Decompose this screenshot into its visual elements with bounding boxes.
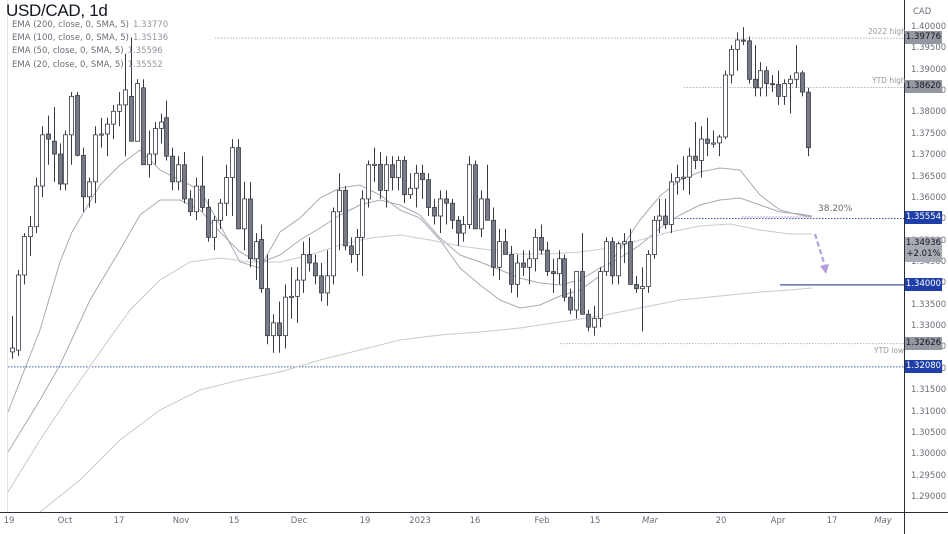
price-tick: 1.33500 — [911, 299, 947, 310]
time-tick: 17 — [113, 516, 125, 526]
legend-ema-200[interactable]: EMA (200, close, 0, SMA, 5) 1.33770 — [12, 20, 169, 30]
price-tick: 1.37000 — [911, 150, 947, 161]
ema-lines — [7, 149, 813, 513]
price-tick: 1.31000 — [911, 406, 947, 417]
time-tick: 19 — [3, 516, 15, 526]
legend-ema-20[interactable]: EMA (20, close, 0, SMA, 5) 1.35552 — [12, 59, 163, 70]
support-tag: 1.34000 — [905, 277, 942, 291]
time-tick: 2023 — [409, 516, 431, 526]
time-tick: May — [874, 516, 892, 526]
time-tick: Dec — [290, 516, 308, 526]
time-tick: Feb — [534, 516, 550, 526]
label-ytd-low: YTD low — [874, 346, 905, 356]
current-price-tag: 1.34936 +2.01% — [905, 237, 942, 263]
price-tick: 1.30000 — [911, 449, 947, 460]
time-tick: 16 — [469, 516, 481, 526]
ytd-high-tag: 1.38620 — [905, 80, 942, 94]
chart-title: USD/CAD, 1d — [6, 1, 108, 20]
time-tick: 19 — [359, 516, 371, 526]
price-tick: 1.30500 — [911, 427, 947, 438]
time-tick: Mar — [641, 516, 659, 526]
time-tick: 15 — [228, 516, 240, 526]
legend-ema-50[interactable]: EMA (50, close, 0, SMA, 5) 1.35596 — [12, 46, 163, 57]
label-2022-high: 2022 high — [868, 26, 906, 36]
ytd-low-tag: 1.32626 — [905, 336, 942, 350]
candlestick-series — [10, 27, 811, 359]
price-tick: 1.36500 — [911, 171, 947, 182]
fib-38-label: 38.20% — [818, 204, 853, 214]
price-tick: 1.39500 — [911, 43, 947, 54]
time-tick: Nov — [172, 516, 190, 526]
price-tick: 1.37500 — [911, 128, 947, 139]
price-tick: 1.36000 — [911, 192, 947, 203]
label-ytd-high: YTD high — [872, 75, 906, 85]
horizontal-levels — [8, 37, 904, 368]
support-low-tag: 1.32080 — [905, 359, 942, 373]
time-tick: 17 — [826, 516, 838, 526]
currency-label: CAD — [913, 7, 932, 17]
time-tick: Apr — [770, 516, 786, 526]
price-tick: 1.33000 — [911, 321, 947, 332]
time-tick: Oct — [57, 516, 73, 526]
forecast-arrow-icon — [813, 233, 829, 274]
price-tick: 1.38000 — [911, 107, 947, 118]
price-tick: 1.31500 — [911, 385, 947, 396]
indicator-legend: EMA (200, close, 0, SMA, 5) 1.33770 EMA (… — [12, 19, 168, 72]
price-tick: 1.39000 — [911, 64, 947, 75]
price-tick: 1.29000 — [911, 492, 947, 503]
price-tick: 1.40000 — [911, 22, 947, 32]
price-tick: 1.29500 — [911, 470, 947, 481]
legend-ema-100[interactable]: EMA (100, close, 0, SMA, 5) 1.35136 — [12, 33, 169, 44]
2022-high-tag: 1.39776 — [905, 31, 942, 45]
time-tick: 20 — [715, 516, 727, 526]
time-tick: 15 — [589, 516, 601, 526]
resistance-tag: 1.35554 — [905, 211, 942, 225]
